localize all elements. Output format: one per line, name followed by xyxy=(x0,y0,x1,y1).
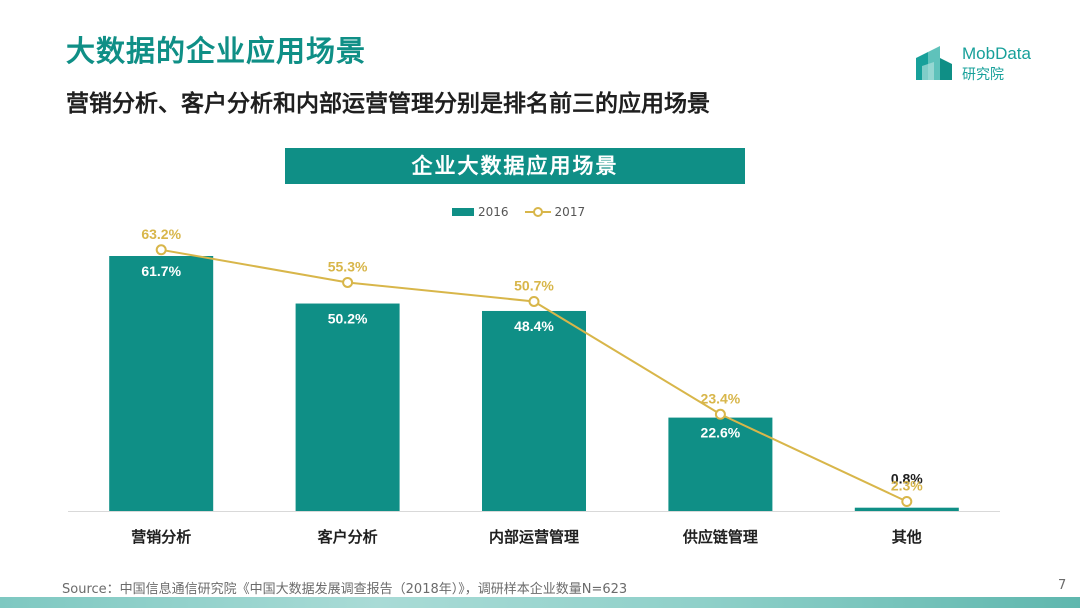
bar-2016 xyxy=(109,256,214,511)
bar-value-label: 50.2% xyxy=(328,311,368,327)
x-tick-label: 营销分析 xyxy=(131,528,191,546)
logo-name: MobData xyxy=(962,44,1031,63)
line-value-label: 63.2% xyxy=(141,226,181,242)
bar-value-label: 61.7% xyxy=(141,263,181,279)
bar-value-label: 0.8% xyxy=(891,471,923,487)
line-point-2017 xyxy=(714,408,726,420)
bar-value-label: 22.6% xyxy=(701,425,741,441)
brand-logo: MobData 研究院 xyxy=(914,44,1054,84)
x-tick-label: 内部运营管理 xyxy=(489,528,579,546)
line-point-2017 xyxy=(342,276,354,288)
page-subtitle: 营销分析、客户分析和内部运营管理分别是排名前三的应用场景 xyxy=(66,91,710,117)
x-tick-label: 客户分析 xyxy=(317,528,378,546)
bar-2016 xyxy=(668,417,773,511)
chart-legend: 2016 2017 xyxy=(452,203,585,221)
bar-2016 xyxy=(482,310,586,511)
x-tick-label: 供应链管理 xyxy=(682,528,758,546)
line-value-label: 2.3% xyxy=(891,477,923,493)
chart-title: 企业大数据应用场景 xyxy=(285,148,745,184)
legend-swatch-bar xyxy=(452,208,474,216)
line-point-2017 xyxy=(155,244,167,256)
line-point-2017 xyxy=(901,495,913,507)
legend-label-2017: 2017 xyxy=(554,205,586,219)
line-value-label: 23.4% xyxy=(701,390,741,406)
bottom-band xyxy=(0,597,1080,608)
bar-value-label: 48.4% xyxy=(514,318,554,334)
line-value-label: 50.7% xyxy=(514,277,554,293)
bar-2016 xyxy=(295,303,400,511)
logo-subname: 研究院 xyxy=(962,67,1004,83)
legend-label-2016: 2016 xyxy=(478,205,509,219)
page-number: 7 xyxy=(1058,578,1067,593)
page-title: 大数据的企业应用场景 xyxy=(66,34,367,68)
bar-2016 xyxy=(854,507,959,511)
line-point-2017 xyxy=(528,295,540,307)
line-value-label: 55.3% xyxy=(328,258,368,274)
legend-swatch-line xyxy=(524,207,551,217)
source-note: Source：中国信息通信研究院《中国大数据发展调查报告（2018年）》，调研样… xyxy=(62,582,628,597)
building-blocks-icon xyxy=(916,46,952,80)
bar-line-chart: 营销分析 客户分析 内部运营管理 供应链管理 其他 61.7% 50.2% 48.4% 22.6… xyxy=(68,226,1000,546)
x-tick-label: 其他 xyxy=(892,528,922,546)
